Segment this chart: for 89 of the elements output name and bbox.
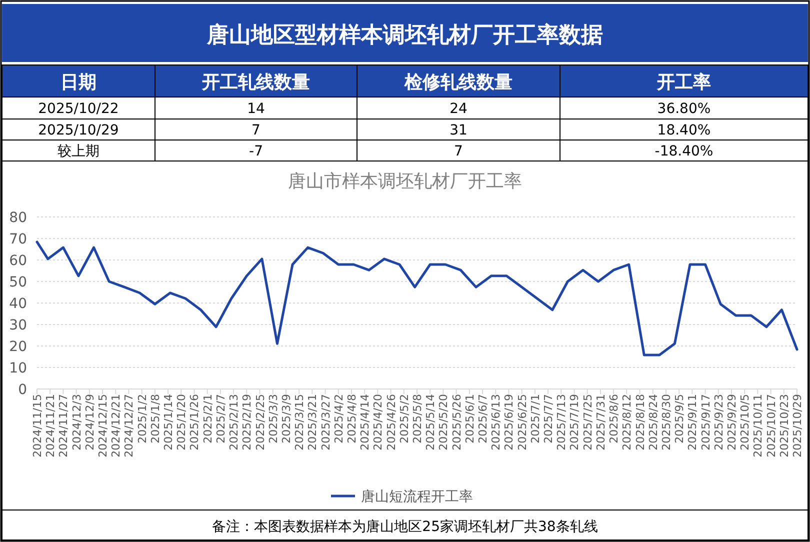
x-tick-label: 2025/4/2 xyxy=(332,394,346,444)
x-tick-label: 2025/5/20 xyxy=(437,394,450,450)
x-tick-label: 2025/8/24 xyxy=(646,394,660,450)
x-tick-label: 2025/2/19 xyxy=(240,394,254,450)
text: 备注：本图表数据样本为唐山地区25家调坯轧材厂共38条轧线 xyxy=(212,519,598,535)
x-tick-label: 2025/9/11 xyxy=(686,394,700,450)
x-tick-label: 2025/2/7 xyxy=(214,394,228,444)
x-tick-label: 2025/5/8 xyxy=(411,394,424,444)
text: 唐山地区型材样本调坯轧材厂开工率数据 xyxy=(206,22,603,48)
x-tick-label: 2025/3/15 xyxy=(293,394,306,450)
x-tick-label: 2025/6/13 xyxy=(490,394,503,450)
y-tick-label: 50 xyxy=(9,274,27,290)
x-tick-label: 2025/9/23 xyxy=(712,394,726,450)
x-tick-label: 2025/9/29 xyxy=(725,394,738,450)
x-tick-label: 2025/10/5 xyxy=(738,394,752,450)
y-tick-label: 40 xyxy=(9,296,27,312)
text: 2025/10/22 xyxy=(38,101,119,117)
x-tick-label: 2025/8/30 xyxy=(660,394,673,450)
text: 检修轧线数量 xyxy=(404,72,512,93)
chart-title: 唐山市样本调坯轧材厂开工率 xyxy=(288,171,522,192)
x-tick-label: 2025/3/3 xyxy=(266,394,280,444)
x-tick-label: 2025/10/23 xyxy=(778,394,791,458)
text: -7 xyxy=(249,144,263,160)
x-tick-label: 2025/3/21 xyxy=(306,394,320,450)
y-tick-label: 30 xyxy=(9,318,27,334)
x-tick-label: 2025/9/5 xyxy=(673,394,686,444)
x-tick-label: 2025/1/26 xyxy=(188,394,202,450)
x-tick-label: 2025/5/14 xyxy=(424,394,438,450)
line-series xyxy=(36,240,798,356)
x-tick-label: 2025/5/2 xyxy=(398,394,411,444)
y-tick-label: 10 xyxy=(9,360,27,376)
text: -18.40% xyxy=(654,144,714,160)
text: 14 xyxy=(247,101,265,117)
x-tick-label: 2025/10/29 xyxy=(791,394,804,458)
x-tick-label: 2025/2/1 xyxy=(201,394,214,444)
x-tick-label: 2024/12/21 xyxy=(110,394,123,458)
x-tick-label: 2025/6/7 xyxy=(476,394,490,444)
x-tick-label: 2025/7/25 xyxy=(581,394,594,450)
x-tick-label: 2025/1/14 xyxy=(162,394,176,450)
text: 36.80% xyxy=(657,101,711,117)
x-tick-label: 2025/7/1 xyxy=(528,394,542,444)
x-tick-label: 2024/12/27 xyxy=(122,394,136,458)
x-tick-label: 2025/7/19 xyxy=(568,394,582,450)
x-tick-label: 2024/11/21 xyxy=(44,394,58,458)
x-tick-label: 2024/11/27 xyxy=(57,394,70,458)
x-tick-label: 2025/4/8 xyxy=(345,394,358,444)
text: 较上期 xyxy=(58,144,100,160)
x-tick-label: 2025/1/20 xyxy=(175,394,188,450)
x-tick-label: 2025/8/6 xyxy=(608,394,621,444)
x-tick-label: 2025/8/12 xyxy=(620,394,634,450)
x-tick-label: 2024/12/15 xyxy=(96,394,110,458)
text: 2025/10/29 xyxy=(38,122,119,138)
x-tick-label: 2024/12/3 xyxy=(70,394,84,450)
text: 7 xyxy=(454,144,463,160)
x-tick-label: 2025/10/17 xyxy=(764,394,778,458)
x-tick-label: 2025/1/2 xyxy=(136,394,149,444)
text: 7 xyxy=(252,122,260,138)
text: 日期 xyxy=(60,72,96,93)
x-tick-label: 2025/4/14 xyxy=(358,394,372,450)
y-tick-label: 20 xyxy=(9,339,27,355)
x-tick-label: 2025/6/25 xyxy=(516,394,529,450)
legend-label: 唐山短流程开工率 xyxy=(361,489,473,505)
x-tick-label: 2025/3/9 xyxy=(280,394,293,444)
x-tick-label: 2025/1/8 xyxy=(148,394,162,444)
x-tick-label: 2025/4/20 xyxy=(372,394,385,450)
x-tick-label: 2025/7/31 xyxy=(594,394,608,450)
x-tick-label: 2025/4/26 xyxy=(384,394,398,450)
text: 24 xyxy=(450,101,468,117)
x-tick-label: 2025/9/17 xyxy=(699,394,712,450)
x-tick-label: 2025/2/13 xyxy=(228,394,241,450)
text: 18.40% xyxy=(657,122,711,138)
x-tick-label: 2025/10/11 xyxy=(752,394,765,458)
x-tick-label: 2025/6/1 xyxy=(463,394,476,444)
x-tick-label: 2025/7/13 xyxy=(555,394,568,450)
x-tick-label: 2025/3/27 xyxy=(319,394,332,450)
text: 31 xyxy=(450,122,468,138)
x-tick-label: 2025/6/19 xyxy=(502,394,516,450)
y-tick-label: 80 xyxy=(9,210,27,226)
y-tick-label: 0 xyxy=(18,382,27,398)
x-tick-label: 2025/2/25 xyxy=(254,394,267,450)
x-tick-label: 2025/8/18 xyxy=(634,394,647,450)
y-tick-label: 60 xyxy=(9,253,27,269)
x-tick-label: 2024/12/9 xyxy=(83,394,96,450)
y-tick-label: 70 xyxy=(9,232,27,248)
x-tick-label: 2025/7/7 xyxy=(542,394,556,444)
text: 开工轧线数量 xyxy=(201,72,310,93)
text: 开工率 xyxy=(656,72,711,93)
x-tick-label: 2025/5/26 xyxy=(450,394,464,450)
x-tick-label: 2024/11/15 xyxy=(31,394,44,458)
